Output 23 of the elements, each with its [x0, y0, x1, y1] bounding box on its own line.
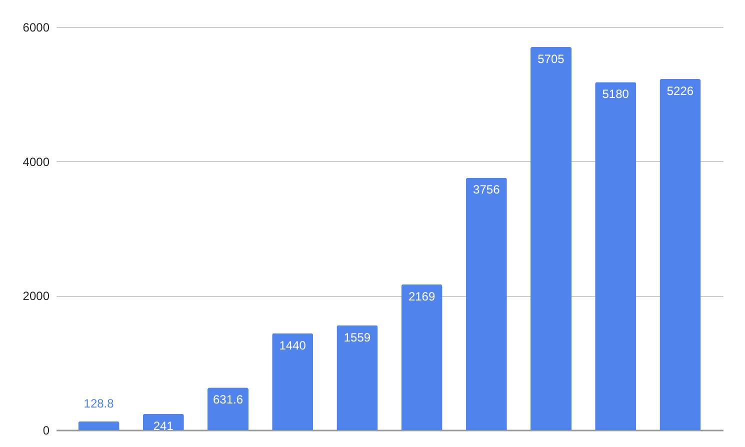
bar — [401, 284, 442, 430]
data-label: 631.6 — [212, 392, 244, 407]
y-tick-label: 0 — [42, 424, 50, 438]
data-label: 3756 — [473, 182, 500, 197]
bar — [336, 325, 378, 430]
data-label: 1440 — [279, 338, 306, 352]
data-label: 2169 — [408, 289, 436, 304]
data-label: 5226 — [666, 84, 694, 98]
bar — [660, 78, 701, 430]
data-label: 5180 — [602, 87, 630, 102]
bar — [272, 333, 314, 430]
bar — [466, 178, 507, 430]
data-label: 241 — [153, 418, 174, 433]
data-label: 1559 — [344, 330, 371, 344]
bar — [78, 421, 120, 430]
bar — [530, 46, 572, 430]
y-tick-label: 4000 — [22, 154, 50, 169]
y-tick-label: 6000 — [22, 20, 50, 34]
data-label: 5705 — [538, 52, 565, 66]
y-tick-label: 2000 — [22, 289, 50, 304]
bar — [207, 388, 249, 430]
bar — [595, 82, 636, 430]
data-label: 128.8 — [84, 396, 114, 410]
